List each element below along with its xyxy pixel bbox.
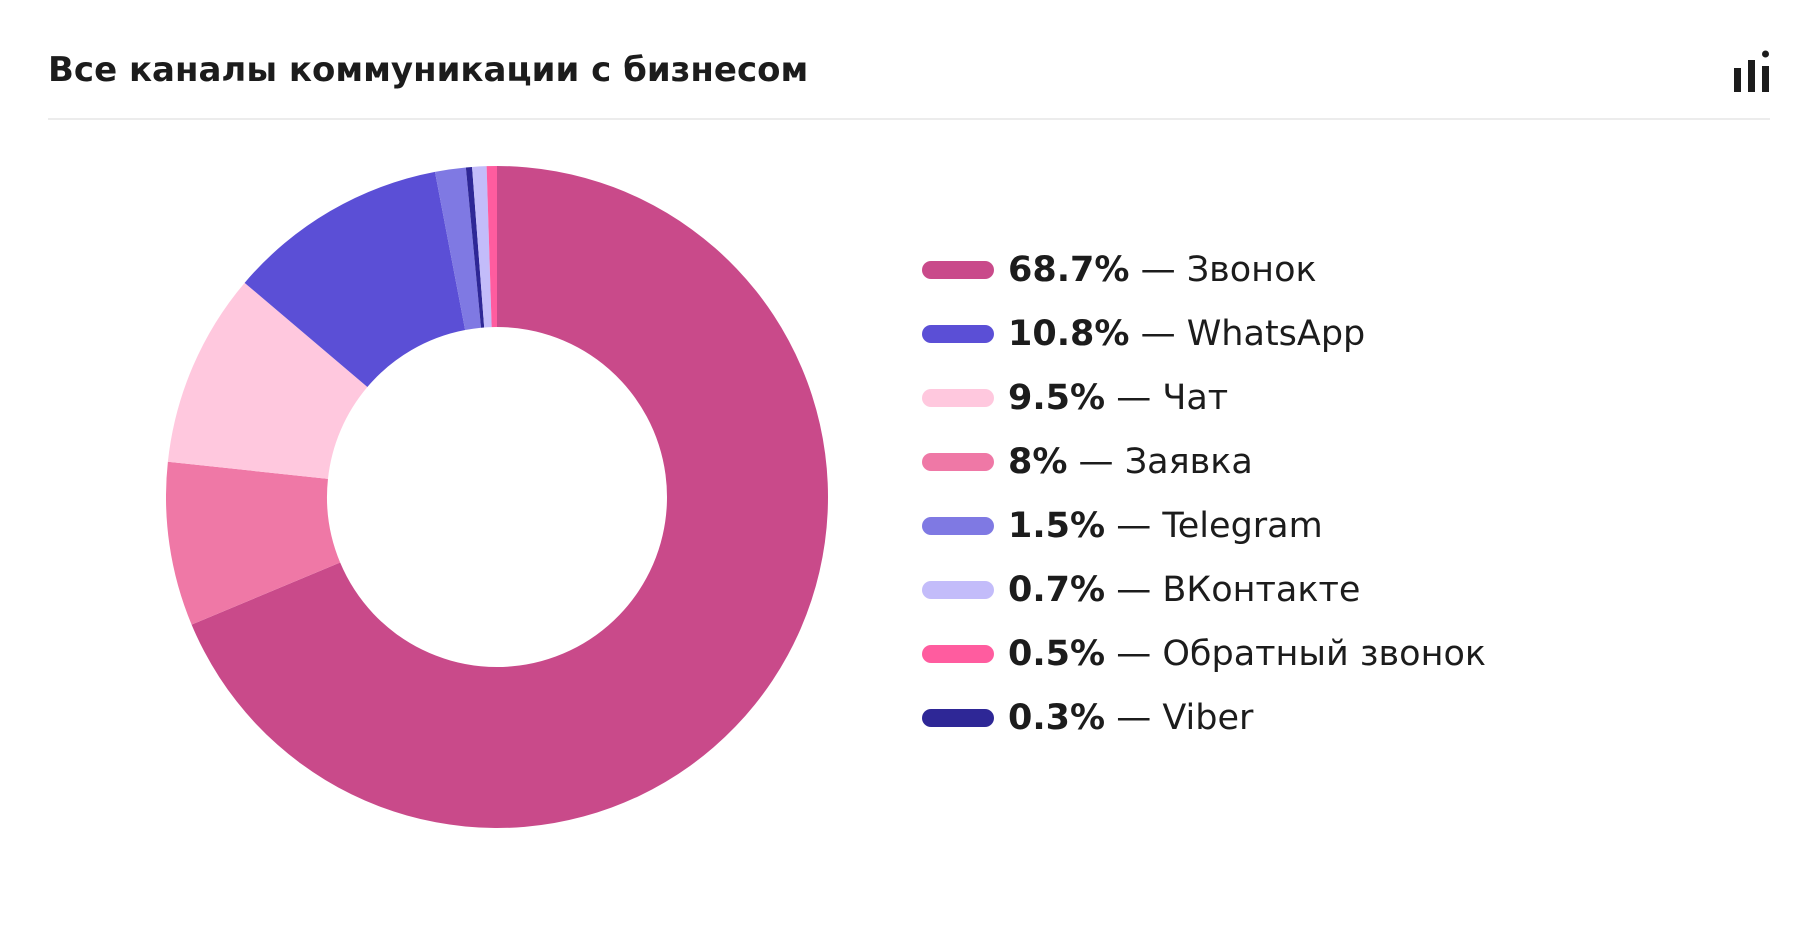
legend-item[interactable]: 0.3% — Viber [922,686,1742,750]
bar-chart-icon[interactable] [1734,50,1770,92]
legend-swatch [922,709,994,727]
legend-separator: — [1129,314,1187,354]
legend-percent: 1.5% [1008,506,1106,546]
legend-percent: 8% [1008,442,1068,482]
legend-item[interactable]: 0.7% — ВКонтакте [922,558,1742,622]
legend-swatch [922,645,994,663]
legend-separator: — [1067,442,1125,482]
legend-text: 0.3% — Viber [1008,698,1253,738]
legend-percent: 0.3% [1008,698,1106,738]
donut-slice-2[interactable] [167,282,368,479]
legend-percent: 0.5% [1008,634,1106,674]
donut-slice-6[interactable] [486,166,497,328]
legend-text: 68.7% — Звонок [1008,250,1317,290]
legend-separator: — [1105,378,1163,418]
legend-percent: 68.7% [1008,250,1130,290]
donut-slice-5[interactable] [472,166,492,328]
legend-label: Звонок [1186,250,1317,290]
donut-slice-3[interactable] [165,461,341,625]
legend-label: Чат [1162,378,1229,418]
legend-percent: 9.5% [1008,378,1106,418]
legend-percent: 0.7% [1008,570,1106,610]
legend-swatch [922,261,994,279]
legend-label: ВКонтакте [1162,570,1361,610]
legend-item[interactable]: 68.7% — Звонок [922,238,1742,302]
legend-label: Viber [1162,698,1254,738]
donut-slice-4[interactable] [434,167,482,331]
legend-text: 9.5% — Чат [1008,378,1228,418]
legend-swatch [922,517,994,535]
legend-label: Заявка [1124,442,1253,482]
legend-item[interactable]: 1.5% — Telegram [922,494,1742,558]
donut-slice-0[interactable] [191,166,828,828]
donut-svg [165,166,828,828]
legend-swatch [922,389,994,407]
legend-percent: 10.8% [1008,314,1130,354]
donut-chart [165,166,828,828]
donut-slice-1[interactable] [244,171,466,388]
legend-text: 10.8% — WhatsApp [1008,314,1365,354]
legend-text: 1.5% — Telegram [1008,506,1323,546]
chart-title: Все каналы коммуникации с бизнесом [48,50,809,90]
legend-separator: — [1105,634,1163,674]
chart-header: Все каналы коммуникации с бизнесом [48,50,1770,120]
legend-separator: — [1129,250,1187,290]
legend-item[interactable]: 8% — Заявка [922,430,1742,494]
legend-swatch [922,581,994,599]
legend-item[interactable]: 10.8% — WhatsApp [922,302,1742,366]
chart-legend: 68.7% — Звонок 10.8% — WhatsApp 9.5% — Чат… [922,238,1742,750]
header-divider [48,118,1770,120]
donut-slice-7[interactable] [465,166,485,328]
legend-item[interactable]: 0.5% — Обратный звонок [922,622,1742,686]
legend-swatch [922,325,994,343]
legend-text: 0.7% — ВКонтакте [1008,570,1360,610]
legend-label: WhatsApp [1186,314,1366,354]
legend-label: Telegram [1162,506,1323,546]
legend-label: Обратный звонок [1162,634,1487,674]
legend-separator: — [1105,698,1163,738]
legend-swatch [922,453,994,471]
legend-separator: — [1105,570,1163,610]
legend-item[interactable]: 9.5% — Чат [922,366,1742,430]
legend-separator: — [1105,506,1163,546]
legend-text: 0.5% — Обратный звонок [1008,634,1486,674]
legend-text: 8% — Заявка [1008,442,1253,482]
